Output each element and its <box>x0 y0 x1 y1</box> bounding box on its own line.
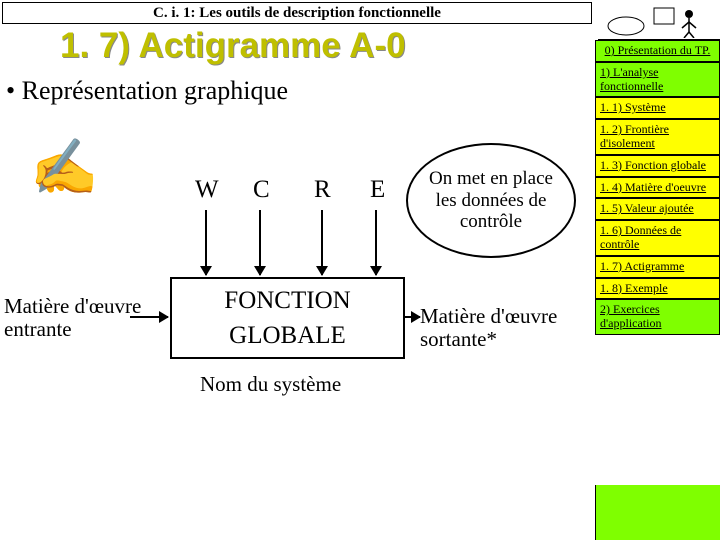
mo-out-l2: sortante* <box>420 328 557 351</box>
sidebar-item[interactable]: 1. 2) Frontière d'isolement <box>595 119 720 155</box>
sidebar-item[interactable]: 1. 5) Valeur ajoutée <box>595 198 720 220</box>
header-text: C. i. 1: Les outils de description fonct… <box>153 5 441 22</box>
control-label-e: E <box>370 176 385 204</box>
box-line1: FONCTION <box>224 283 350 318</box>
sidebar-nav: 0) Présentation du TP.1) L'analyse fonct… <box>595 40 720 335</box>
control-label-w: W <box>195 176 219 204</box>
page-title: 1. 7) Actigramme A-0 <box>60 26 406 66</box>
arrow-right <box>405 316 420 318</box>
hand-writing-icon: ✍ <box>30 140 98 195</box>
control-label-c: C <box>253 176 270 204</box>
subtitle: • Représentation graphique <box>6 76 288 106</box>
arrow-down <box>205 210 207 275</box>
sidebar-item[interactable]: 1. 3) Fonction globale <box>595 155 720 177</box>
arrow-down <box>259 210 261 275</box>
sidebar-bottom-fill <box>595 485 720 540</box>
sidebar-item[interactable]: 1. 4) Matière d'oeuvre <box>595 177 720 199</box>
control-label-r: R <box>314 176 331 204</box>
arrow-down <box>375 210 377 275</box>
sidebar-item[interactable]: 0) Présentation du TP. <box>595 40 720 62</box>
mo-in-l1: Matière d'œuvre <box>4 295 141 318</box>
function-box: FONCTION GLOBALE <box>170 277 405 359</box>
system-name-label: Nom du système <box>200 372 341 397</box>
sidebar-item[interactable]: 1) L'analyse fonctionnelle <box>595 62 720 98</box>
sidebar-item[interactable]: 1. 8) Exemple <box>595 278 720 300</box>
sidebar-item[interactable]: 2) Exercices d'application <box>595 299 720 335</box>
mo-entrante: Matière d'œuvre entrante <box>4 295 141 341</box>
sidebar-item[interactable]: 1. 6) Données de contrôle <box>595 220 720 256</box>
callout-text: On met en place les données de contrôle <box>422 168 560 234</box>
sidebar-item[interactable]: 1. 7) Actigramme <box>595 256 720 278</box>
mo-out-l1: Matière d'œuvre <box>420 305 557 328</box>
header-bar: C. i. 1: Les outils de description fonct… <box>2 2 592 24</box>
sidebar-item[interactable]: 1. 1) Système <box>595 97 720 119</box>
callout-bubble: On met en place les données de contrôle <box>406 143 576 258</box>
box-line2: GLOBALE <box>229 318 346 353</box>
mo-sortante: Matière d'œuvre sortante* <box>420 305 557 351</box>
arrow-down <box>321 210 323 275</box>
corner-illustration <box>598 0 720 40</box>
mo-in-l2: entrante <box>4 318 141 341</box>
